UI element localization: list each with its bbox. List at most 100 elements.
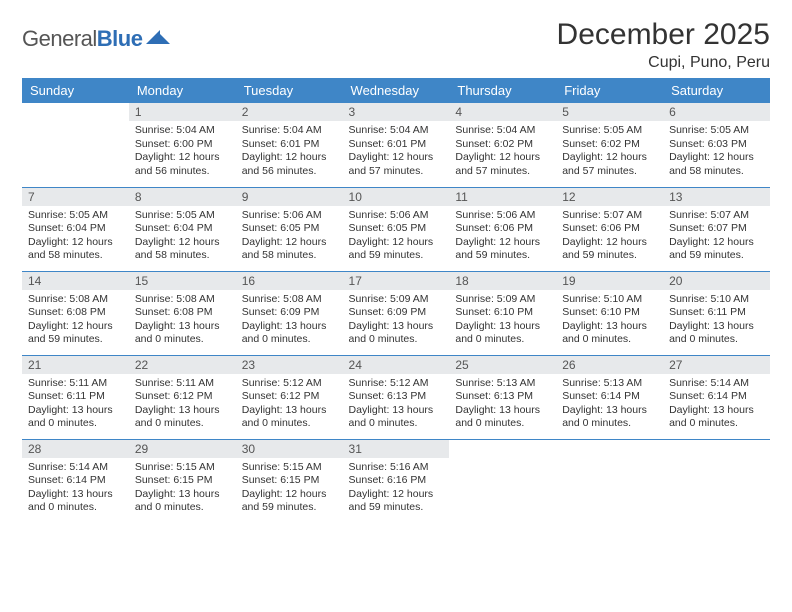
calendar-cell: 12Sunrise: 5:07 AMSunset: 6:06 PMDayligh… bbox=[556, 187, 663, 271]
calendar-cell bbox=[449, 439, 556, 523]
day-details: Sunrise: 5:12 AMSunset: 6:13 PMDaylight:… bbox=[343, 374, 450, 436]
day-details: Sunrise: 5:12 AMSunset: 6:12 PMDaylight:… bbox=[236, 374, 343, 436]
day-number: 7 bbox=[22, 188, 129, 206]
day-number: 1 bbox=[129, 103, 236, 121]
day-number: 23 bbox=[236, 356, 343, 374]
day-number: 11 bbox=[449, 188, 556, 206]
calendar-cell: 22Sunrise: 5:11 AMSunset: 6:12 PMDayligh… bbox=[129, 355, 236, 439]
page-title: December 2025 bbox=[557, 18, 770, 52]
day-number: 17 bbox=[343, 272, 450, 290]
calendar-cell: 13Sunrise: 5:07 AMSunset: 6:07 PMDayligh… bbox=[663, 187, 770, 271]
calendar-cell bbox=[556, 439, 663, 523]
day-details: Sunrise: 5:14 AMSunset: 6:14 PMDaylight:… bbox=[22, 458, 129, 520]
day-details: Sunrise: 5:10 AMSunset: 6:11 PMDaylight:… bbox=[663, 290, 770, 352]
calendar-cell: 17Sunrise: 5:09 AMSunset: 6:09 PMDayligh… bbox=[343, 271, 450, 355]
day-number: 26 bbox=[556, 356, 663, 374]
day-details: Sunrise: 5:04 AMSunset: 6:02 PMDaylight:… bbox=[449, 121, 556, 183]
logo: GeneralBlue bbox=[22, 18, 170, 52]
day-details: Sunrise: 5:14 AMSunset: 6:14 PMDaylight:… bbox=[663, 374, 770, 436]
calendar-cell: 28Sunrise: 5:14 AMSunset: 6:14 PMDayligh… bbox=[22, 439, 129, 523]
calendar-cell: 31Sunrise: 5:16 AMSunset: 6:16 PMDayligh… bbox=[343, 439, 450, 523]
day-details: Sunrise: 5:06 AMSunset: 6:06 PMDaylight:… bbox=[449, 206, 556, 268]
calendar-cell: 8Sunrise: 5:05 AMSunset: 6:04 PMDaylight… bbox=[129, 187, 236, 271]
day-number: 28 bbox=[22, 440, 129, 458]
calendar-cell: 21Sunrise: 5:11 AMSunset: 6:11 PMDayligh… bbox=[22, 355, 129, 439]
weekday-header: Saturday bbox=[663, 78, 770, 103]
weekday-header: Tuesday bbox=[236, 78, 343, 103]
day-number: 2 bbox=[236, 103, 343, 121]
day-details: Sunrise: 5:04 AMSunset: 6:00 PMDaylight:… bbox=[129, 121, 236, 183]
calendar-cell: 20Sunrise: 5:10 AMSunset: 6:11 PMDayligh… bbox=[663, 271, 770, 355]
day-details: Sunrise: 5:13 AMSunset: 6:14 PMDaylight:… bbox=[556, 374, 663, 436]
day-details: Sunrise: 5:05 AMSunset: 6:03 PMDaylight:… bbox=[663, 121, 770, 183]
day-number: 14 bbox=[22, 272, 129, 290]
calendar-cell: 23Sunrise: 5:12 AMSunset: 6:12 PMDayligh… bbox=[236, 355, 343, 439]
day-number: 10 bbox=[343, 188, 450, 206]
day-number: 6 bbox=[663, 103, 770, 121]
day-number: 18 bbox=[449, 272, 556, 290]
calendar-cell: 16Sunrise: 5:08 AMSunset: 6:09 PMDayligh… bbox=[236, 271, 343, 355]
logo-text: GeneralBlue bbox=[22, 26, 142, 52]
calendar-cell bbox=[663, 439, 770, 523]
calendar-cell: 1Sunrise: 5:04 AMSunset: 6:00 PMDaylight… bbox=[129, 103, 236, 187]
day-number: 30 bbox=[236, 440, 343, 458]
calendar-cell: 9Sunrise: 5:06 AMSunset: 6:05 PMDaylight… bbox=[236, 187, 343, 271]
day-details: Sunrise: 5:09 AMSunset: 6:10 PMDaylight:… bbox=[449, 290, 556, 352]
day-number: 27 bbox=[663, 356, 770, 374]
day-details: Sunrise: 5:16 AMSunset: 6:16 PMDaylight:… bbox=[343, 458, 450, 520]
day-details: Sunrise: 5:04 AMSunset: 6:01 PMDaylight:… bbox=[343, 121, 450, 183]
day-details: Sunrise: 5:09 AMSunset: 6:09 PMDaylight:… bbox=[343, 290, 450, 352]
day-number: 5 bbox=[556, 103, 663, 121]
calendar-cell: 25Sunrise: 5:13 AMSunset: 6:13 PMDayligh… bbox=[449, 355, 556, 439]
calendar-cell: 10Sunrise: 5:06 AMSunset: 6:05 PMDayligh… bbox=[343, 187, 450, 271]
day-details: Sunrise: 5:13 AMSunset: 6:13 PMDaylight:… bbox=[449, 374, 556, 436]
day-number: 15 bbox=[129, 272, 236, 290]
day-number: 16 bbox=[236, 272, 343, 290]
day-number: 4 bbox=[449, 103, 556, 121]
day-details: Sunrise: 5:05 AMSunset: 6:04 PMDaylight:… bbox=[22, 206, 129, 268]
calendar-cell: 18Sunrise: 5:09 AMSunset: 6:10 PMDayligh… bbox=[449, 271, 556, 355]
calendar-cell: 4Sunrise: 5:04 AMSunset: 6:02 PMDaylight… bbox=[449, 103, 556, 187]
day-number: 25 bbox=[449, 356, 556, 374]
day-details: Sunrise: 5:08 AMSunset: 6:09 PMDaylight:… bbox=[236, 290, 343, 352]
header: GeneralBlue December 2025 Cupi, Puno, Pe… bbox=[22, 18, 770, 72]
day-details: Sunrise: 5:05 AMSunset: 6:04 PMDaylight:… bbox=[129, 206, 236, 268]
day-details: Sunrise: 5:04 AMSunset: 6:01 PMDaylight:… bbox=[236, 121, 343, 183]
day-details: Sunrise: 5:10 AMSunset: 6:10 PMDaylight:… bbox=[556, 290, 663, 352]
day-details: Sunrise: 5:15 AMSunset: 6:15 PMDaylight:… bbox=[236, 458, 343, 520]
calendar-cell: 11Sunrise: 5:06 AMSunset: 6:06 PMDayligh… bbox=[449, 187, 556, 271]
weekday-header: Sunday bbox=[22, 78, 129, 103]
day-number: 24 bbox=[343, 356, 450, 374]
day-number: 21 bbox=[22, 356, 129, 374]
day-number: 13 bbox=[663, 188, 770, 206]
calendar-cell: 24Sunrise: 5:12 AMSunset: 6:13 PMDayligh… bbox=[343, 355, 450, 439]
calendar-cell: 26Sunrise: 5:13 AMSunset: 6:14 PMDayligh… bbox=[556, 355, 663, 439]
calendar-cell: 2Sunrise: 5:04 AMSunset: 6:01 PMDaylight… bbox=[236, 103, 343, 187]
calendar-cell: 15Sunrise: 5:08 AMSunset: 6:08 PMDayligh… bbox=[129, 271, 236, 355]
day-number: 12 bbox=[556, 188, 663, 206]
calendar-cell: 19Sunrise: 5:10 AMSunset: 6:10 PMDayligh… bbox=[556, 271, 663, 355]
calendar-cell: 6Sunrise: 5:05 AMSunset: 6:03 PMDaylight… bbox=[663, 103, 770, 187]
day-number: 3 bbox=[343, 103, 450, 121]
day-details: Sunrise: 5:07 AMSunset: 6:06 PMDaylight:… bbox=[556, 206, 663, 268]
calendar-cell: 29Sunrise: 5:15 AMSunset: 6:15 PMDayligh… bbox=[129, 439, 236, 523]
day-details: Sunrise: 5:11 AMSunset: 6:11 PMDaylight:… bbox=[22, 374, 129, 436]
logo-icon bbox=[146, 30, 170, 48]
calendar-cell: 14Sunrise: 5:08 AMSunset: 6:08 PMDayligh… bbox=[22, 271, 129, 355]
day-number: 19 bbox=[556, 272, 663, 290]
day-number: 31 bbox=[343, 440, 450, 458]
day-details: Sunrise: 5:06 AMSunset: 6:05 PMDaylight:… bbox=[236, 206, 343, 268]
calendar-cell: 7Sunrise: 5:05 AMSunset: 6:04 PMDaylight… bbox=[22, 187, 129, 271]
day-details: Sunrise: 5:05 AMSunset: 6:02 PMDaylight:… bbox=[556, 121, 663, 183]
weekday-header: Friday bbox=[556, 78, 663, 103]
calendar-cell: 27Sunrise: 5:14 AMSunset: 6:14 PMDayligh… bbox=[663, 355, 770, 439]
day-details: Sunrise: 5:08 AMSunset: 6:08 PMDaylight:… bbox=[129, 290, 236, 352]
day-number: 29 bbox=[129, 440, 236, 458]
location: Cupi, Puno, Peru bbox=[557, 54, 770, 72]
day-details: Sunrise: 5:15 AMSunset: 6:15 PMDaylight:… bbox=[129, 458, 236, 520]
day-details: Sunrise: 5:11 AMSunset: 6:12 PMDaylight:… bbox=[129, 374, 236, 436]
weekday-header: Monday bbox=[129, 78, 236, 103]
weekday-header: Wednesday bbox=[343, 78, 450, 103]
day-number: 8 bbox=[129, 188, 236, 206]
day-number: 9 bbox=[236, 188, 343, 206]
